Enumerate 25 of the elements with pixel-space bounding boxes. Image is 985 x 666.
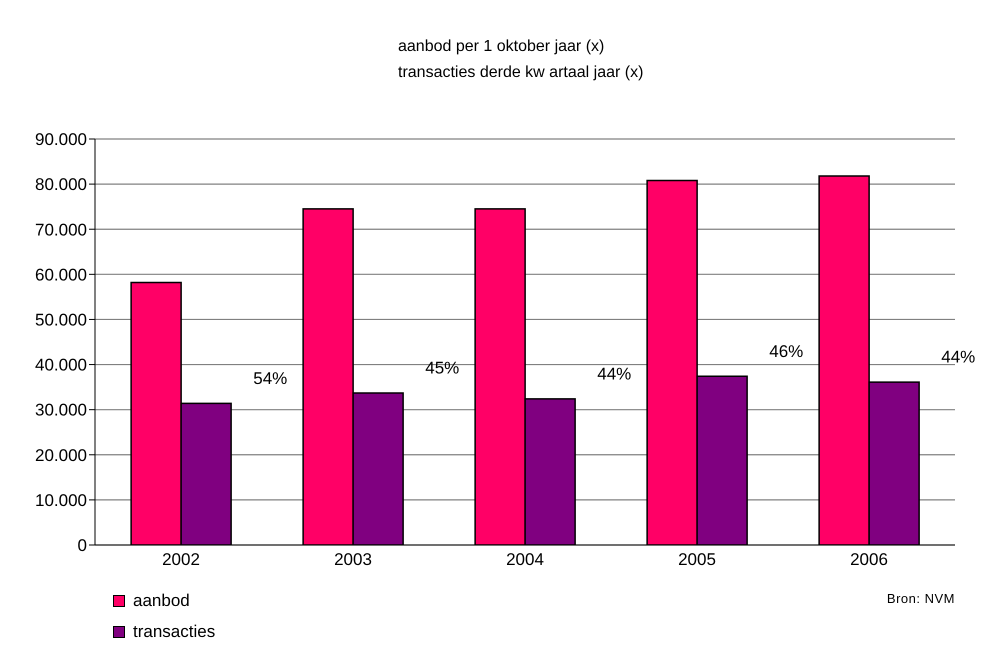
legend-label: transacties [133, 621, 216, 643]
annotation: 54% [253, 368, 288, 388]
y-tick-label: 30.000 [35, 400, 87, 420]
annotation: 46% [769, 342, 804, 361]
chart-subtitle: transacties derde kw artaal jaar (x) [398, 63, 644, 83]
annotation: 44% [941, 348, 976, 367]
chart-title: aanbod per 1 oktober jaar (x) [398, 37, 606, 57]
y-tick-label: 10.000 [35, 490, 87, 510]
y-tick-label: 50.000 [35, 310, 87, 330]
y-tick-label: 70.000 [35, 220, 87, 240]
x-tick-label: 2006 [850, 550, 888, 570]
y-tick-label: 20.000 [35, 446, 87, 465]
y-tick-label: 80.000 [35, 175, 87, 194]
y-tick-label: 60.000 [35, 265, 87, 284]
y-tick-label: 0 [78, 536, 87, 556]
annotation: 44% [597, 364, 632, 384]
annotation: 45% [425, 358, 460, 378]
x-tick-label: 2003 [334, 550, 372, 570]
text: Bron: NVM [886, 591, 955, 606]
y-tick-label: 40.000 [35, 356, 87, 375]
x-tick-label: 2004 [506, 550, 544, 570]
x-tick-label: 2005 [678, 550, 716, 570]
x-tick-label: 2002 [162, 550, 200, 570]
legend-label: aanbod [133, 590, 190, 612]
y-tick-label: 90.000 [35, 130, 87, 150]
